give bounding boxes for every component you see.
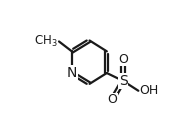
Text: N: N	[67, 66, 77, 80]
Text: CH$_3$: CH$_3$	[34, 34, 58, 49]
Text: O: O	[107, 93, 117, 106]
Text: S: S	[119, 74, 127, 88]
Text: OH: OH	[139, 84, 158, 97]
Text: O: O	[118, 53, 128, 66]
